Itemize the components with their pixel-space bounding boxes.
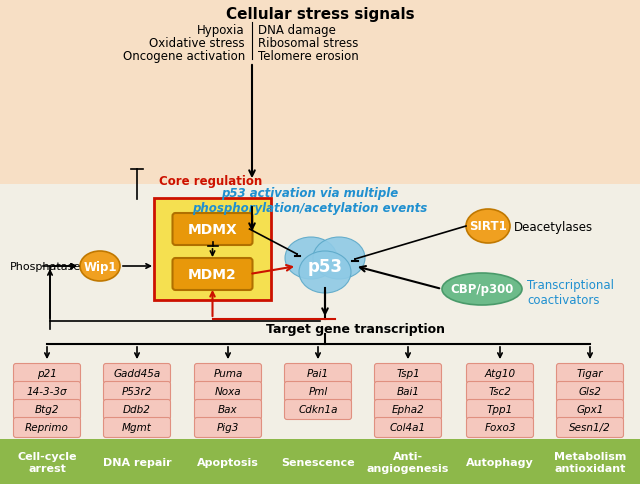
FancyBboxPatch shape: [557, 382, 623, 402]
FancyBboxPatch shape: [285, 400, 351, 420]
Text: Tsp1: Tsp1: [396, 369, 420, 378]
Text: Noxa: Noxa: [214, 387, 241, 397]
FancyBboxPatch shape: [285, 364, 351, 384]
Text: Mgmt: Mgmt: [122, 423, 152, 433]
Text: CBP/p300: CBP/p300: [451, 283, 514, 296]
FancyBboxPatch shape: [195, 418, 262, 438]
Text: 14-3-3σ: 14-3-3σ: [27, 387, 67, 397]
FancyBboxPatch shape: [104, 364, 170, 384]
FancyBboxPatch shape: [13, 382, 81, 402]
FancyBboxPatch shape: [557, 364, 623, 384]
Text: p21: p21: [37, 369, 57, 378]
Text: Ribosomal stress: Ribosomal stress: [258, 37, 358, 50]
Text: Wip1: Wip1: [83, 260, 116, 273]
FancyBboxPatch shape: [467, 418, 534, 438]
Text: Puma: Puma: [213, 369, 243, 378]
FancyBboxPatch shape: [154, 198, 271, 301]
FancyBboxPatch shape: [173, 213, 253, 245]
Text: Sesn1/2: Sesn1/2: [569, 423, 611, 433]
Text: Telomere erosion: Telomere erosion: [258, 50, 359, 63]
FancyBboxPatch shape: [13, 364, 81, 384]
Text: Gpx1: Gpx1: [576, 405, 604, 415]
Text: Cellular stress signals: Cellular stress signals: [226, 7, 414, 22]
FancyBboxPatch shape: [374, 364, 442, 384]
Text: SIRT1: SIRT1: [469, 220, 507, 233]
Text: Hypoxia: Hypoxia: [197, 24, 245, 37]
Text: Foxo3: Foxo3: [484, 423, 516, 433]
Text: Tsc2: Tsc2: [488, 387, 511, 397]
Text: p53 activation via multiple
phosphorylation/acetylation events: p53 activation via multiple phosphorylat…: [193, 187, 428, 214]
Bar: [0, 0, 640, 184]
Text: p53: p53: [307, 257, 342, 275]
Text: MDMX: MDMX: [188, 223, 237, 237]
FancyBboxPatch shape: [374, 382, 442, 402]
Text: Cell-cycle
arrest: Cell-cycle arrest: [17, 451, 77, 473]
Text: Anti-
angiogenesis: Anti- angiogenesis: [367, 451, 449, 473]
Text: Senescence: Senescence: [281, 457, 355, 467]
Text: MDM2: MDM2: [188, 268, 237, 281]
Text: Metabolism
antioxidant: Metabolism antioxidant: [554, 451, 626, 473]
FancyBboxPatch shape: [374, 418, 442, 438]
Text: Reprimo: Reprimo: [25, 423, 69, 433]
FancyBboxPatch shape: [285, 382, 351, 402]
Text: Gls2: Gls2: [579, 387, 602, 397]
FancyBboxPatch shape: [104, 382, 170, 402]
Text: Phosphatase: Phosphatase: [10, 261, 81, 272]
Text: Epha2: Epha2: [392, 405, 424, 415]
FancyBboxPatch shape: [195, 400, 262, 420]
FancyBboxPatch shape: [557, 400, 623, 420]
FancyBboxPatch shape: [374, 400, 442, 420]
Bar: [0, 439, 640, 484]
Text: Target gene transcription: Target gene transcription: [266, 322, 445, 335]
Text: Core regulation: Core regulation: [159, 175, 262, 188]
FancyBboxPatch shape: [195, 382, 262, 402]
Text: Btg2: Btg2: [35, 405, 60, 415]
FancyBboxPatch shape: [13, 418, 81, 438]
FancyBboxPatch shape: [13, 400, 81, 420]
Text: Cdkn1a: Cdkn1a: [298, 405, 338, 415]
FancyBboxPatch shape: [104, 400, 170, 420]
Text: Oxidative stress: Oxidative stress: [149, 37, 245, 50]
Text: Ddb2: Ddb2: [123, 405, 151, 415]
FancyBboxPatch shape: [467, 382, 534, 402]
Text: P53r2: P53r2: [122, 387, 152, 397]
Ellipse shape: [442, 273, 522, 305]
Text: DNA repair: DNA repair: [102, 457, 172, 467]
FancyBboxPatch shape: [195, 364, 262, 384]
Text: Pai1: Pai1: [307, 369, 329, 378]
Ellipse shape: [80, 252, 120, 281]
Text: Tpp1: Tpp1: [487, 405, 513, 415]
FancyBboxPatch shape: [173, 258, 253, 290]
Ellipse shape: [285, 238, 337, 279]
FancyBboxPatch shape: [467, 364, 534, 384]
Text: Pig3: Pig3: [217, 423, 239, 433]
Bar: [0, 184, 640, 439]
Ellipse shape: [313, 238, 365, 279]
Ellipse shape: [299, 252, 351, 293]
Text: Gadd45a: Gadd45a: [113, 369, 161, 378]
Ellipse shape: [466, 210, 510, 243]
Text: Bai1: Bai1: [397, 387, 419, 397]
Text: Bax: Bax: [218, 405, 238, 415]
Text: Transcriptional
coactivators: Transcriptional coactivators: [527, 278, 614, 306]
Text: DNA damage: DNA damage: [258, 24, 336, 37]
Text: Apoptosis: Apoptosis: [197, 457, 259, 467]
Text: Tigar: Tigar: [577, 369, 604, 378]
Text: Pml: Pml: [308, 387, 328, 397]
Text: Col4a1: Col4a1: [390, 423, 426, 433]
FancyBboxPatch shape: [104, 418, 170, 438]
Text: Autophagy: Autophagy: [466, 457, 534, 467]
Text: Atg10: Atg10: [484, 369, 516, 378]
FancyBboxPatch shape: [467, 400, 534, 420]
Text: Oncogene activation: Oncogene activation: [123, 50, 245, 63]
FancyBboxPatch shape: [557, 418, 623, 438]
Text: Deacetylases: Deacetylases: [514, 220, 593, 233]
